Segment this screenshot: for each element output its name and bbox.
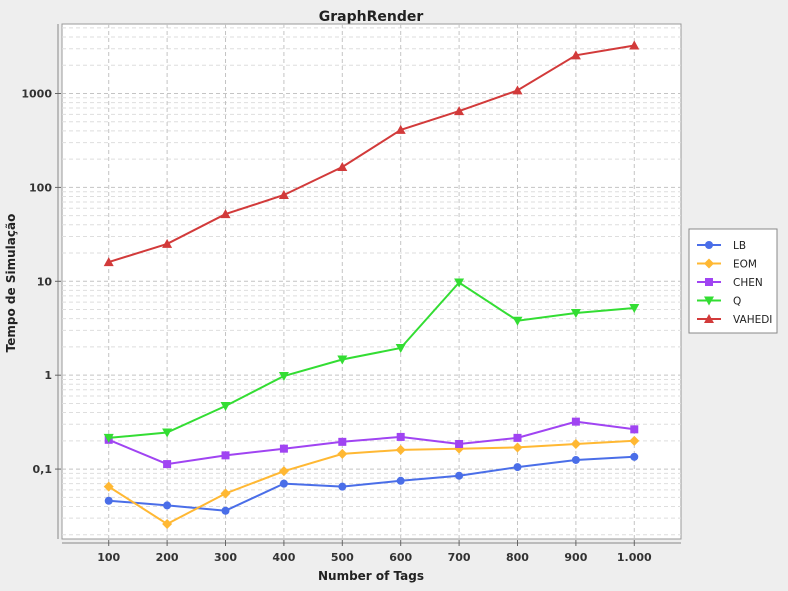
legend-label: LB <box>733 240 746 252</box>
x-tick-label: 500 <box>331 551 354 564</box>
data-point <box>104 496 113 505</box>
data-point <box>454 278 465 288</box>
data-point <box>337 355 348 365</box>
data-point <box>279 444 288 453</box>
data-point <box>454 106 465 116</box>
data-point <box>704 314 714 323</box>
legend-label: CHEN <box>733 277 763 289</box>
y-tick-label: 1000 <box>21 88 52 101</box>
series-line <box>108 420 635 466</box>
x-tick-label: 300 <box>214 551 237 564</box>
x-tick-label: 800 <box>506 551 529 564</box>
legend-item-q: Q <box>697 296 741 308</box>
data-point <box>162 238 173 248</box>
data-point <box>103 481 114 492</box>
data-point <box>395 444 406 455</box>
data-point <box>512 85 523 95</box>
data-point <box>162 519 173 530</box>
data-point <box>278 466 289 477</box>
legend-item-chen: CHEN <box>697 277 763 289</box>
x-tick-label: 1.000 <box>617 551 652 564</box>
data-point <box>337 448 348 459</box>
data-point <box>571 417 580 426</box>
data-point <box>570 308 581 318</box>
data-point <box>571 455 580 464</box>
data-point <box>338 482 347 491</box>
y-tick-label: 1 <box>44 369 52 382</box>
legend-label: VAHEDI <box>733 314 772 326</box>
data-point <box>220 488 231 499</box>
data-point <box>455 471 464 480</box>
series-line <box>108 44 635 264</box>
y-tick-label: 100 <box>29 181 52 194</box>
series-vahedi <box>103 40 640 267</box>
data-point <box>705 278 713 286</box>
data-point <box>512 442 523 453</box>
data-point <box>455 439 464 448</box>
data-point <box>512 316 523 326</box>
data-point <box>570 438 581 449</box>
legend-label: Q <box>733 296 741 308</box>
series-q <box>103 278 640 443</box>
data-point <box>396 432 405 441</box>
data-point <box>629 303 640 313</box>
series-line <box>108 281 635 439</box>
y-tick-label: 10 <box>37 275 53 288</box>
data-point <box>163 501 172 510</box>
data-point <box>629 435 640 446</box>
data-point <box>395 343 406 353</box>
chart-title: GraphRender <box>319 9 424 25</box>
data-point <box>704 296 714 306</box>
data-point <box>279 479 288 488</box>
data-point <box>220 209 231 219</box>
legend-item-eom: EOM <box>697 258 757 271</box>
data-point <box>630 452 639 461</box>
series-eom <box>103 435 640 530</box>
x-axis-label: Number of Tags <box>318 569 424 583</box>
data-point <box>278 190 289 200</box>
data-point <box>570 50 581 60</box>
series-layer <box>103 40 640 530</box>
data-point <box>629 40 640 50</box>
data-point <box>705 241 713 249</box>
data-point <box>103 257 114 267</box>
data-point <box>278 372 289 382</box>
data-point <box>221 451 230 460</box>
data-point <box>338 437 347 446</box>
data-point <box>221 506 230 515</box>
x-tick-label: 900 <box>564 551 587 564</box>
data-point <box>162 428 173 438</box>
data-point <box>704 258 714 269</box>
data-point <box>513 463 522 472</box>
x-tick-label: 200 <box>156 551 179 564</box>
y-tick-label: 0,1 <box>33 463 53 476</box>
series-line <box>108 439 635 526</box>
x-tick-label: 400 <box>272 551 295 564</box>
data-point <box>103 433 114 443</box>
legend: LB EOM CHEN Q VAHEDI <box>688 228 778 334</box>
data-point <box>395 124 406 134</box>
y-axis-label: Tempo de Simulação <box>4 214 18 353</box>
x-axis: 100 200 300 400 500 600 700 800 900 1.000 <box>62 540 681 564</box>
data-point <box>513 433 522 442</box>
legend-item-lb: LB <box>697 240 746 252</box>
data-point <box>163 460 172 469</box>
data-point <box>337 161 348 171</box>
data-point <box>630 425 639 434</box>
legend-item-vahedi: VAHEDI <box>697 314 772 326</box>
x-tick-label: 100 <box>97 551 120 564</box>
legend-label: EOM <box>733 259 757 271</box>
data-point <box>396 476 405 485</box>
x-tick-label: 700 <box>448 551 471 564</box>
y-axis: 0,1 1 10 100 1000 <box>21 24 61 539</box>
data-point <box>220 401 231 411</box>
x-tick-label: 600 <box>389 551 412 564</box>
